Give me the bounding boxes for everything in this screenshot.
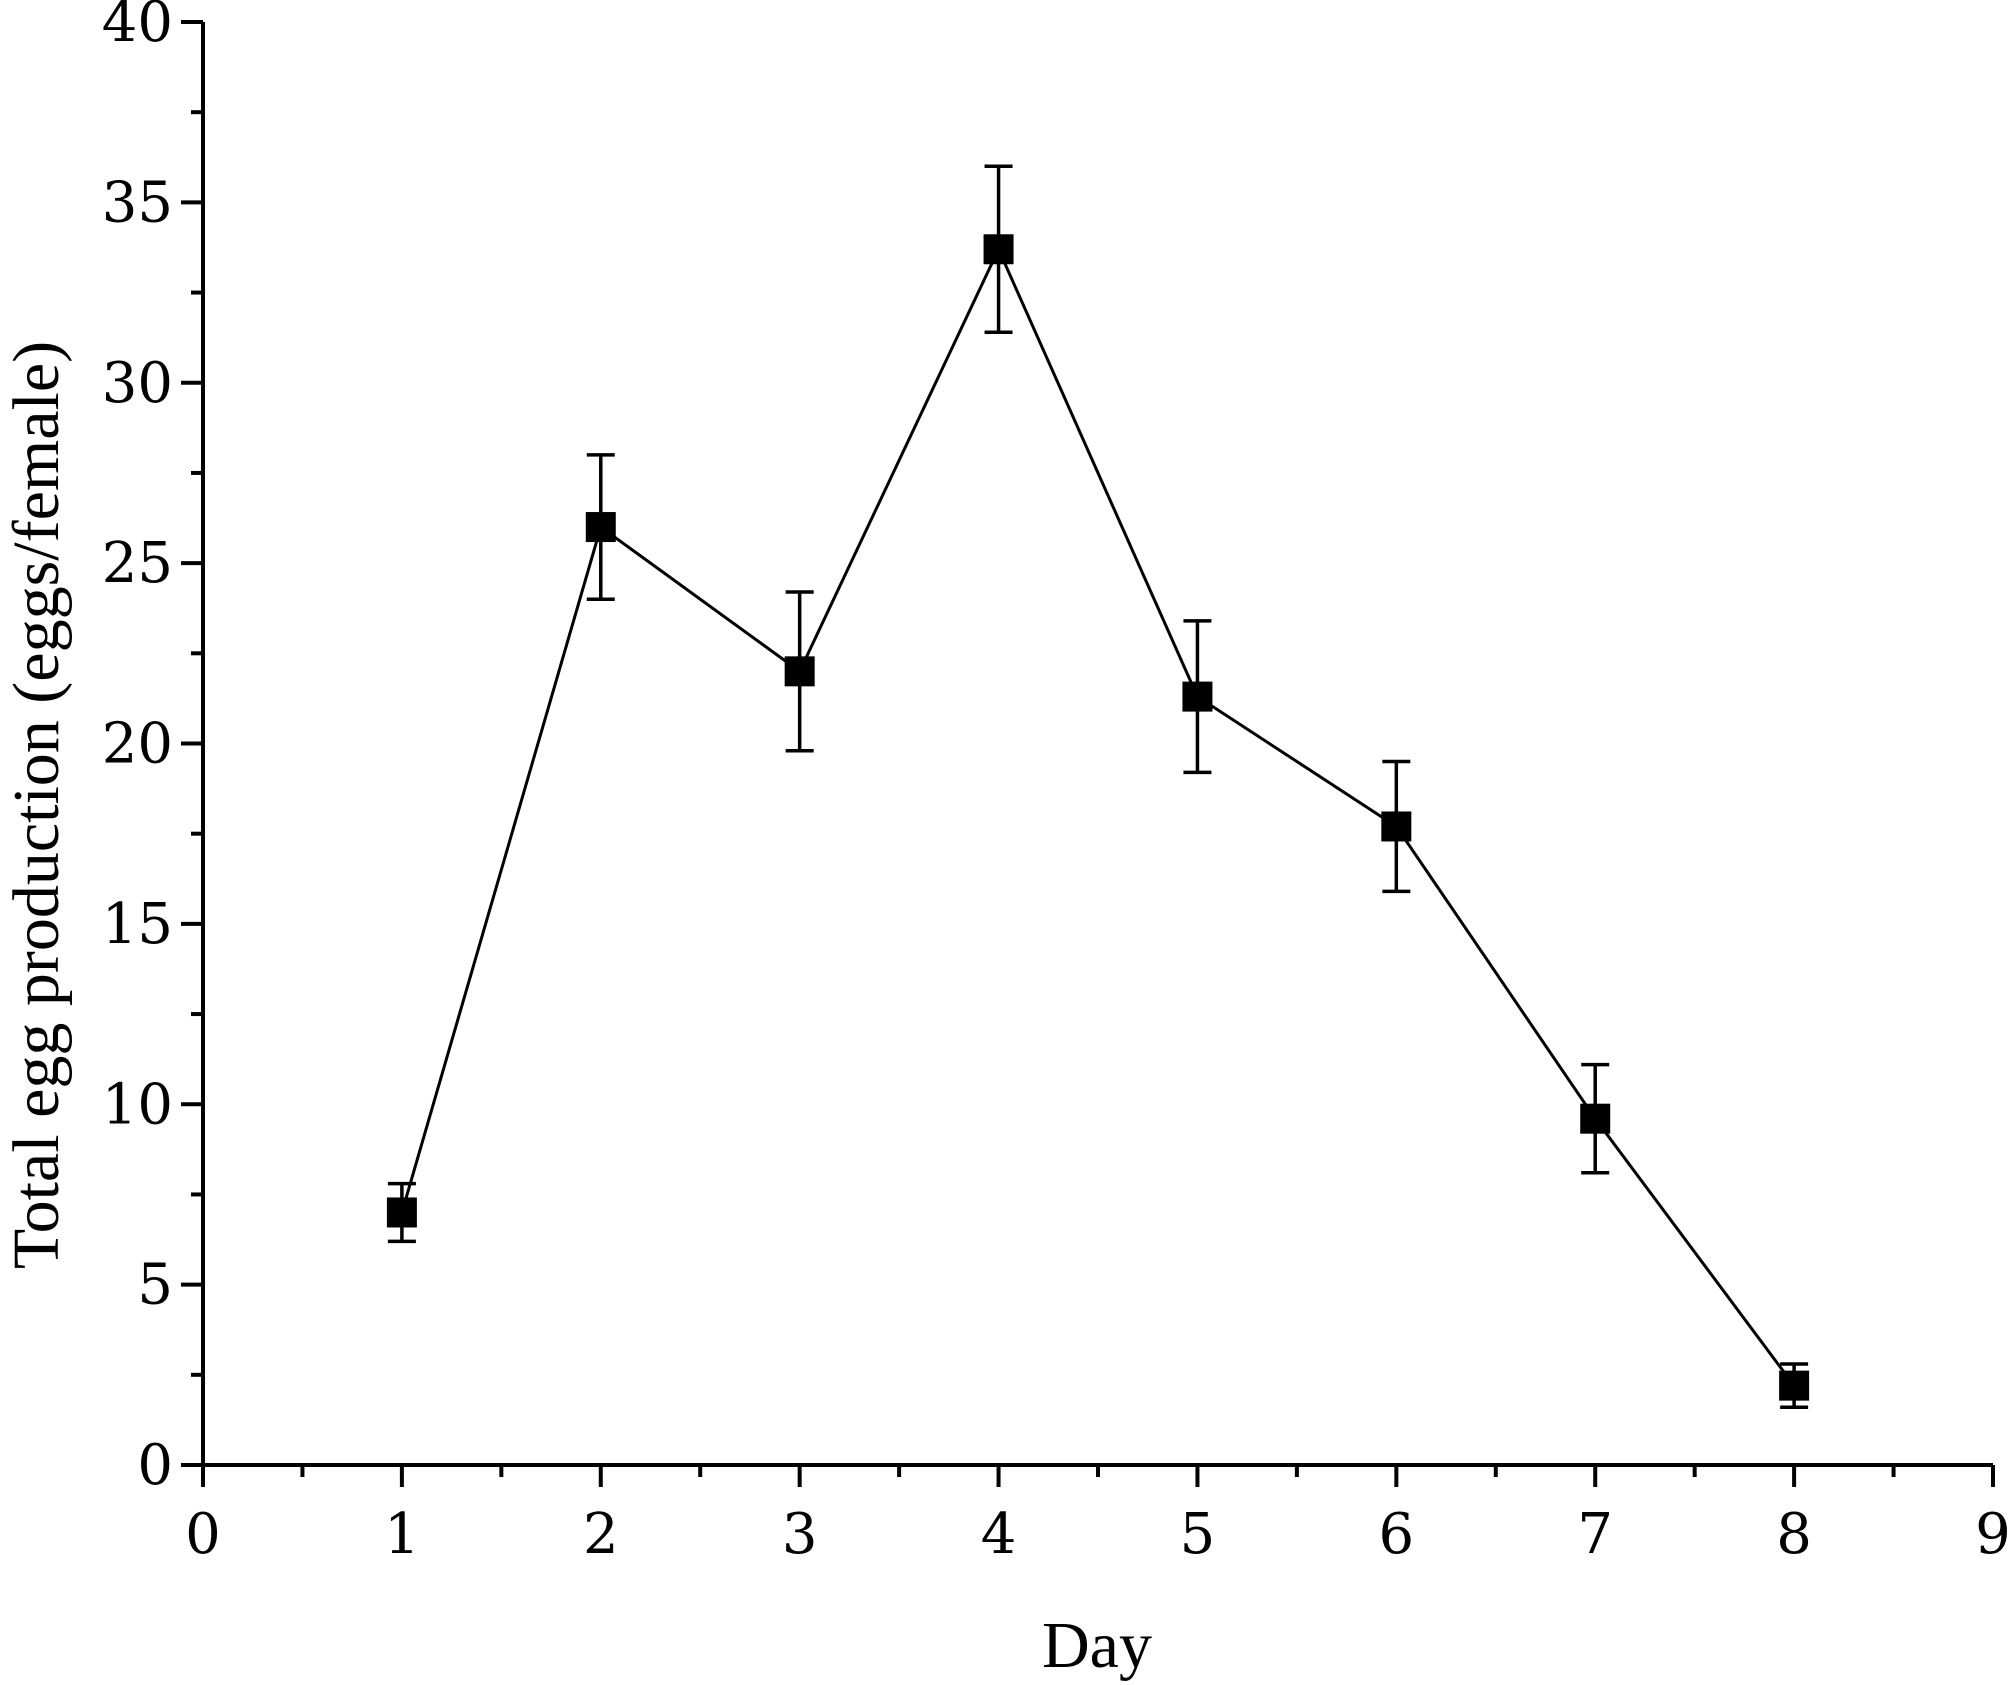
data-marker [784,656,815,687]
y-tick-label: 15 [102,892,173,957]
data-marker [1381,811,1412,842]
x-tick-label: 9 [1975,1502,2008,1567]
x-tick-label: 8 [1776,1502,1812,1567]
data-point [386,1181,417,1244]
x-tick-label: 3 [782,1502,818,1567]
x-tick-label: 0 [185,1502,221,1567]
data-marker [1182,681,1213,712]
y-tick-label: 30 [102,351,173,416]
data-point [1580,1062,1611,1175]
series-group [386,164,1810,1410]
y-tick-label: 20 [102,712,173,777]
x-tick-label: 5 [1180,1502,1216,1567]
x-tick-label: 2 [583,1502,619,1567]
axes: 0 1 2 3 4 5 6 7 8 9 0 5 10 15 20 25 30 35 40 [102,0,2008,1567]
data-point [1182,619,1213,775]
x-tick-label: 4 [981,1502,1017,1567]
y-tick-label: 25 [102,531,173,596]
data-point [1779,1362,1810,1410]
data-point [585,453,616,601]
y-tick-label: 0 [137,1433,173,1498]
y-tick-label: 40 [102,0,173,55]
data-point [784,590,815,753]
data-marker [386,1197,417,1228]
y-tick-label: 5 [137,1253,173,1318]
data-marker [983,234,1014,265]
x-tick-label: 1 [384,1502,420,1567]
y-tick-label: 10 [102,1072,173,1137]
y-axis-title: Total egg production (eggs/female) [0,341,73,1269]
x-tick-label: 7 [1577,1502,1613,1567]
y-tick-label: 35 [102,170,173,235]
data-point [1381,759,1412,894]
data-marker [1779,1370,1810,1401]
x-axis-title: Day [1042,1609,1152,1682]
data-point [983,164,1014,334]
series-line [400,245,1796,1387]
data-marker [585,512,616,543]
x-tick-label: 6 [1379,1502,1415,1567]
data-marker [1580,1103,1611,1134]
